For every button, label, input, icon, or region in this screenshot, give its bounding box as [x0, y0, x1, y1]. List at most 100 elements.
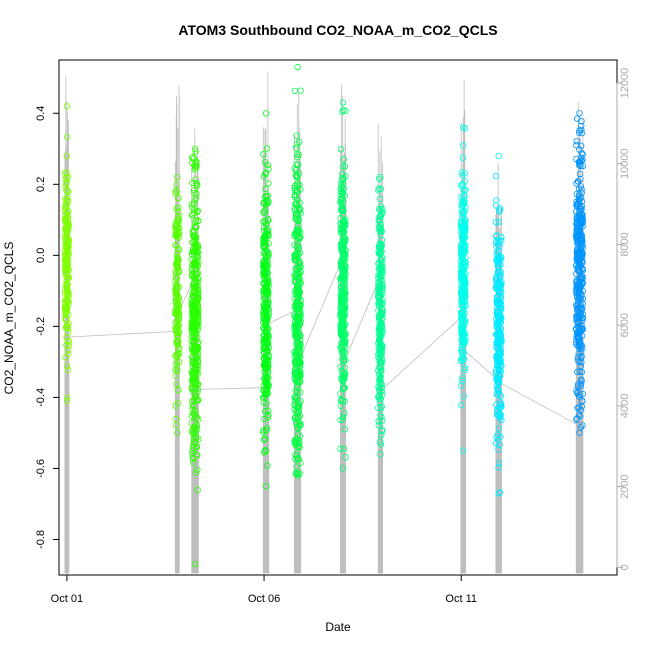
data-point: [297, 87, 304, 94]
data-point: [493, 232, 500, 240]
scatter-points: [61, 63, 587, 568]
data-point: [260, 208, 268, 215]
data-point: [265, 411, 272, 419]
data-point: [65, 320, 72, 327]
data-point: [190, 424, 198, 432]
data-point: [190, 369, 198, 377]
data-point: [295, 222, 302, 229]
data-point: [265, 217, 272, 224]
data-point: [191, 411, 199, 418]
data-point: [61, 296, 69, 303]
data-point: [497, 253, 505, 261]
data-point: [297, 389, 304, 396]
data-point: [379, 284, 386, 292]
data-point: [191, 303, 198, 310]
altitude-transit-line: [198, 387, 264, 390]
data-point: [377, 451, 384, 458]
data-point: [262, 318, 269, 326]
data-point: [63, 173, 70, 181]
data-point: [175, 321, 182, 328]
data-point: [578, 218, 585, 226]
data-point: [339, 350, 347, 357]
data-point: [63, 363, 71, 370]
data-point: [296, 433, 304, 440]
data-point: [341, 426, 348, 433]
data-point: [294, 472, 301, 479]
data-point: [375, 367, 382, 374]
data-point: [173, 421, 180, 429]
data-point: [296, 412, 303, 419]
data-point: [261, 415, 268, 423]
data-point: [193, 313, 201, 320]
data-point: [377, 265, 385, 273]
y-tick-label: -0.2: [35, 317, 47, 336]
data-point: [492, 218, 500, 226]
data-point: [341, 234, 348, 241]
data-point: [172, 319, 179, 327]
data-point: [340, 374, 347, 382]
data-point: [173, 242, 180, 249]
data-point: [375, 404, 382, 412]
data-point: [339, 333, 346, 341]
data-point: [190, 378, 197, 385]
data-point: [174, 386, 182, 393]
data-point: [579, 244, 586, 251]
data-point: [192, 290, 200, 297]
data-point: [495, 379, 502, 386]
data-point: [297, 210, 304, 217]
data-point: [337, 323, 344, 331]
data-point: [192, 194, 200, 201]
data-point: [574, 368, 581, 375]
data-point: [193, 425, 201, 432]
data-point: [340, 445, 348, 452]
data-point: [62, 281, 69, 289]
data-point: [188, 200, 195, 208]
data-point: [379, 297, 386, 304]
data-point: [64, 275, 71, 282]
data-point: [260, 267, 268, 275]
data-point: [265, 351, 272, 359]
data-point: [263, 312, 270, 319]
data-point: [339, 170, 346, 178]
data-point: [192, 314, 199, 321]
data-point: [340, 238, 347, 245]
y-axis-right: 0 2000 4000 6000 8000 10000 12000: [616, 68, 631, 570]
data-point: [260, 387, 267, 394]
data-point: [457, 315, 465, 322]
altitude-transit-line: [268, 310, 295, 324]
data-point: [292, 252, 299, 259]
data-point: [189, 289, 196, 296]
data-point: [189, 353, 196, 361]
data-point: [377, 374, 384, 381]
data-point: [577, 154, 585, 162]
data-point: [192, 265, 199, 272]
data-point: [495, 339, 503, 346]
data-point: [263, 365, 270, 372]
data-point: [378, 384, 386, 392]
data-point: [192, 469, 200, 476]
data-point: [292, 370, 299, 377]
data-point: [294, 425, 302, 432]
flight-series: [457, 124, 469, 454]
data-point: [576, 358, 583, 366]
data-point: [175, 315, 183, 322]
data-point: [292, 211, 300, 218]
data-point: [65, 250, 72, 258]
data-point: [493, 324, 500, 331]
data-point: [63, 226, 70, 233]
data-point: [293, 452, 301, 459]
data-point: [575, 282, 582, 290]
data-point: [492, 202, 500, 209]
data-point: [263, 281, 271, 288]
data-point: [193, 244, 200, 251]
data-point: [294, 63, 301, 71]
y2-tick-label: 2000: [619, 474, 631, 498]
data-point: [61, 306, 69, 313]
y2-tick-label: 4000: [619, 394, 631, 418]
data-point: [337, 181, 345, 188]
data-point: [461, 330, 469, 337]
data-point: [574, 266, 581, 274]
data-point: [63, 394, 71, 401]
data-point: [573, 312, 580, 320]
data-point: [379, 269, 386, 276]
